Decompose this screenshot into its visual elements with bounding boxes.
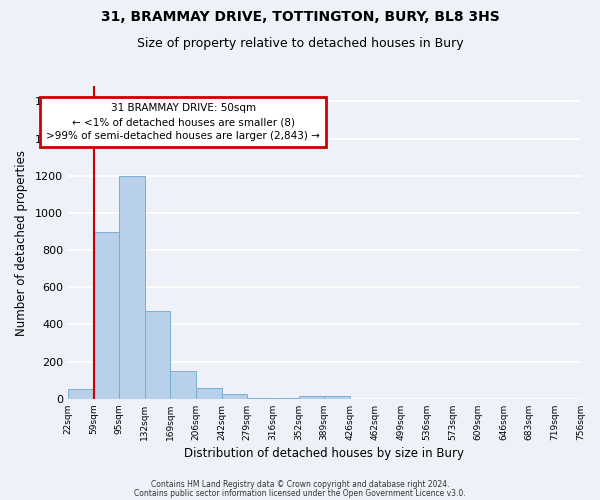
Bar: [324, 396, 350, 399]
Bar: [247, 398, 273, 399]
Y-axis label: Number of detached properties: Number of detached properties: [15, 150, 28, 336]
X-axis label: Distribution of detached houses by size in Bury: Distribution of detached houses by size …: [184, 447, 464, 460]
Text: 31, BRAMMAY DRIVE, TOTTINGTON, BURY, BL8 3HS: 31, BRAMMAY DRIVE, TOTTINGTON, BURY, BL8…: [101, 10, 499, 24]
Bar: [68, 388, 94, 399]
Text: Contains public sector information licensed under the Open Government Licence v3: Contains public sector information licen…: [134, 488, 466, 498]
Bar: [170, 371, 196, 399]
Text: Size of property relative to detached houses in Bury: Size of property relative to detached ho…: [137, 38, 463, 51]
Bar: [299, 396, 324, 399]
Bar: [222, 394, 247, 399]
Text: Contains HM Land Registry data © Crown copyright and database right 2024.: Contains HM Land Registry data © Crown c…: [151, 480, 449, 489]
Bar: [196, 388, 222, 399]
Text: 31 BRAMMAY DRIVE: 50sqm
← <1% of detached houses are smaller (8)
>99% of semi-de: 31 BRAMMAY DRIVE: 50sqm ← <1% of detache…: [46, 103, 320, 141]
Bar: [119, 176, 145, 399]
Bar: [94, 232, 119, 399]
Bar: [145, 312, 170, 399]
Bar: [273, 398, 299, 399]
